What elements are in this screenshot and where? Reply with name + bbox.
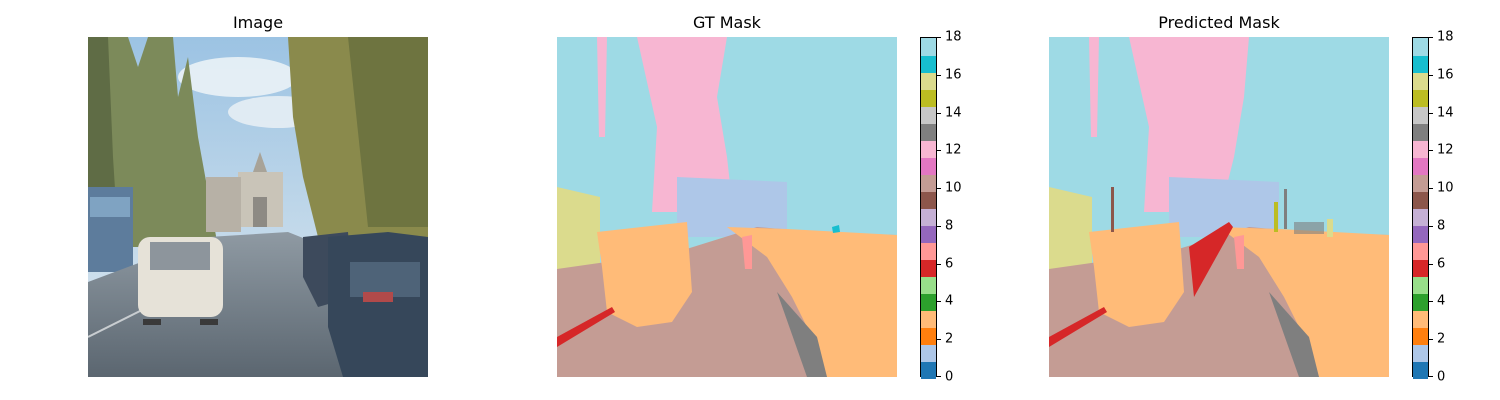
street-photo bbox=[88, 37, 428, 377]
predicted-colorbar-ticks: 0 2 4 6 8 10 12 14 16 18 bbox=[1412, 31, 1472, 384]
gt-colorbar-tick-label: 6 bbox=[945, 256, 954, 272]
predicted-colorbar-segment bbox=[1413, 123, 1428, 141]
predicted-colorbar-tick bbox=[1429, 150, 1433, 152]
gt-colorbar-segment bbox=[921, 191, 936, 209]
gt-colorbar-tick-label: 4 bbox=[945, 293, 954, 309]
gt-colorbar-segment bbox=[921, 361, 936, 379]
gt-colorbar-tick bbox=[937, 74, 941, 76]
gt-colorbar-tick bbox=[937, 225, 941, 227]
predicted-colorbar-tick bbox=[1429, 339, 1433, 341]
gt-colorbar-tick-label: 0 bbox=[945, 369, 954, 385]
predicted-colorbar-segment bbox=[1413, 310, 1428, 328]
predicted-colorbar-tick-label: 8 bbox=[1437, 218, 1446, 234]
predicted-mask-image bbox=[1049, 37, 1389, 377]
gt-colorbar-segment bbox=[921, 344, 936, 362]
predicted-colorbar-tick-label: 10 bbox=[1437, 180, 1454, 196]
gt-colorbar-tick-label: 14 bbox=[945, 105, 962, 121]
gt-colorbar-segment bbox=[921, 242, 936, 260]
predicted-colorbar-segment bbox=[1413, 276, 1428, 294]
gt-colorbar-segment bbox=[921, 123, 936, 141]
predicted-colorbar-tick-label: 14 bbox=[1437, 105, 1454, 121]
gt-colorbar-segment bbox=[921, 72, 936, 90]
gt-colorbar-segment bbox=[921, 225, 936, 243]
gt-colorbar-segment bbox=[921, 174, 936, 192]
predicted-colorbar-segment bbox=[1413, 327, 1428, 345]
predicted-colorbar-tick-label: 6 bbox=[1437, 256, 1446, 272]
gt-colorbar-tick-label: 2 bbox=[945, 331, 954, 347]
predicted-colorbar-tick-label: 12 bbox=[1437, 142, 1454, 158]
gt-colorbar-segment bbox=[921, 157, 936, 175]
predicted-colorbar-segment bbox=[1413, 208, 1428, 226]
predicted-colorbar-tick bbox=[1429, 74, 1433, 76]
predicted-colorbar-tick-label: 0 bbox=[1437, 369, 1446, 385]
gt-colorbar-segment bbox=[921, 293, 936, 311]
predicted-colorbar-tick-label: 2 bbox=[1437, 331, 1446, 347]
gt-colorbar-tick-label: 16 bbox=[945, 67, 962, 83]
gt-colorbar-segment bbox=[921, 259, 936, 277]
predicted-colorbar-segment bbox=[1413, 344, 1428, 362]
gt-colorbar-segment bbox=[921, 310, 936, 328]
gt-colorbar bbox=[920, 37, 937, 379]
image-title: Image bbox=[232, 13, 284, 32]
predicted-colorbar-tick bbox=[1429, 37, 1433, 38]
gt-colorbar-segment bbox=[921, 140, 936, 158]
predicted-colorbar-tick bbox=[1429, 263, 1433, 265]
gt-mask-image bbox=[557, 37, 897, 377]
gt-colorbar-segment bbox=[921, 327, 936, 345]
gt-colorbar-segment bbox=[921, 55, 936, 73]
gt-colorbar-segment bbox=[921, 276, 936, 294]
predicted-mask-title: Predicted Mask bbox=[1158, 13, 1280, 32]
gt-colorbar-tick bbox=[937, 263, 941, 265]
predicted-colorbar-tick-label: 18 bbox=[1437, 29, 1454, 45]
gt-colorbar-tick-label: 12 bbox=[945, 142, 962, 158]
predicted-colorbar-segment bbox=[1413, 38, 1428, 56]
gt-colorbar-tick bbox=[937, 37, 941, 38]
gt-colorbar-segment bbox=[921, 106, 936, 124]
gt-colorbar-tick bbox=[937, 301, 941, 303]
predicted-colorbar-tick bbox=[1429, 225, 1433, 227]
predicted-colorbar-segment bbox=[1413, 106, 1428, 124]
gt-colorbar-segment bbox=[921, 38, 936, 56]
gt-colorbar-tick bbox=[937, 150, 941, 152]
predicted-colorbar-tick bbox=[1429, 376, 1433, 377]
predicted-colorbar-segment bbox=[1413, 174, 1428, 192]
predicted-colorbar-segment bbox=[1413, 55, 1428, 73]
predicted-colorbar-segment bbox=[1413, 225, 1428, 243]
gt-colorbar-tick bbox=[937, 188, 941, 190]
predicted-colorbar-segment bbox=[1413, 72, 1428, 90]
gt-colorbar-segment bbox=[921, 208, 936, 226]
predicted-colorbar bbox=[1412, 37, 1429, 379]
predicted-colorbar-tick bbox=[1429, 112, 1433, 114]
gt-colorbar-tick-label: 8 bbox=[945, 218, 954, 234]
predicted-colorbar-tick-label: 16 bbox=[1437, 67, 1454, 83]
predicted-colorbar-segment bbox=[1413, 191, 1428, 209]
predicted-colorbar-segment bbox=[1413, 293, 1428, 311]
predicted-colorbar-tick bbox=[1429, 188, 1433, 190]
gt-colorbar-segment bbox=[921, 89, 936, 107]
predicted-colorbar-segment bbox=[1413, 242, 1428, 260]
predicted-colorbar-segment bbox=[1413, 89, 1428, 107]
predicted-colorbar-segment bbox=[1413, 157, 1428, 175]
predicted-colorbar-tick-label: 4 bbox=[1437, 293, 1446, 309]
gt-colorbar-tick bbox=[937, 339, 941, 341]
predicted-colorbar-segment bbox=[1413, 140, 1428, 158]
gt-colorbar-ticks: 0 2 4 6 8 10 12 14 16 18 bbox=[920, 31, 980, 384]
gt-mask-title: GT Mask bbox=[693, 13, 761, 32]
gt-colorbar-tick bbox=[937, 112, 941, 114]
predicted-colorbar-tick bbox=[1429, 301, 1433, 303]
gt-colorbar-tick-label: 10 bbox=[945, 180, 962, 196]
predicted-colorbar-segment bbox=[1413, 259, 1428, 277]
gt-colorbar-tick-label: 18 bbox=[945, 29, 962, 45]
gt-colorbar-tick bbox=[937, 376, 941, 377]
predicted-colorbar-segment bbox=[1413, 361, 1428, 379]
